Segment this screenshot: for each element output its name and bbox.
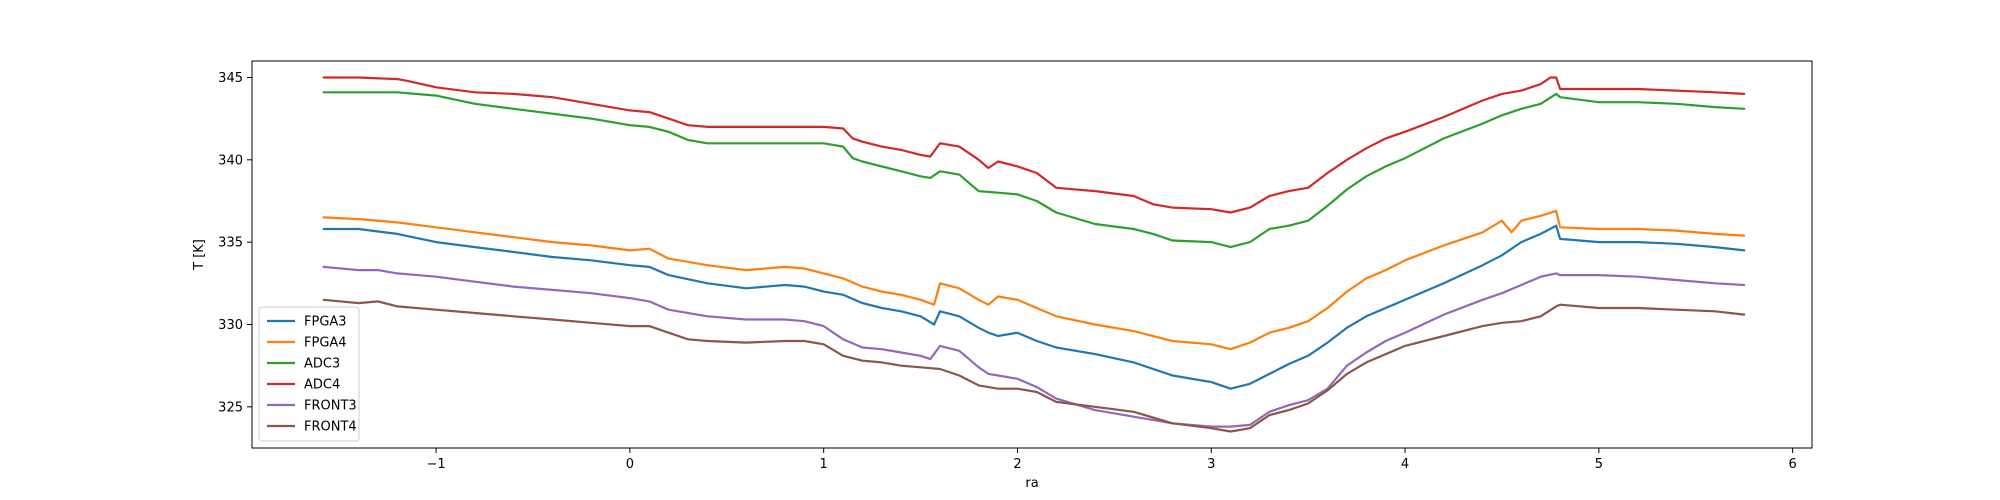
- legend-label: ADC4: [304, 378, 340, 393]
- y-tick-label: 330: [218, 318, 243, 333]
- legend-label: ADC3: [304, 357, 340, 372]
- series-group: [322, 76, 1746, 433]
- legend-box: [258, 306, 360, 442]
- plot-area: [251, 60, 1813, 449]
- legend-label: FPGA3: [304, 315, 347, 330]
- axes-frame: [251, 60, 1813, 449]
- x-tick-label: 1: [820, 457, 828, 472]
- x-tick-label: 3: [1207, 457, 1215, 472]
- series-line-adc4: [322, 76, 1746, 214]
- legend-label: FRONT3: [304, 399, 357, 414]
- y-tick-label: 340: [218, 153, 243, 168]
- series-line-front4: [322, 298, 1746, 433]
- series-line-adc3: [322, 91, 1746, 249]
- y-axis: 325 330 335 340 345: [218, 71, 252, 415]
- y-axis-label: T [K]: [192, 239, 207, 271]
- x-tick-label: 6: [1788, 457, 1796, 472]
- legend-label: FRONT4: [304, 420, 357, 435]
- series-line-fpga3: [322, 224, 1746, 390]
- y-tick-label: 325: [218, 400, 243, 415]
- x-axis: −1 0 1 2 3 4 5 6: [427, 448, 1797, 472]
- x-axis-label: ra: [1025, 476, 1038, 491]
- y-tick-label: 345: [218, 71, 243, 86]
- series-line-front3: [322, 265, 1746, 428]
- series-line-fpga4: [322, 209, 1746, 351]
- x-tick-label: 5: [1595, 457, 1603, 472]
- y-tick-label: 335: [218, 236, 243, 251]
- x-tick-label: 0: [626, 457, 634, 472]
- x-tick-label: −1: [427, 457, 446, 472]
- x-tick-label: 4: [1401, 457, 1409, 472]
- legend-label: FPGA4: [304, 336, 347, 351]
- legend: FPGA3 FPGA4 ADC3 ADC4 FRONT3 FRONT4: [258, 306, 360, 442]
- x-tick-label: 2: [1013, 457, 1021, 472]
